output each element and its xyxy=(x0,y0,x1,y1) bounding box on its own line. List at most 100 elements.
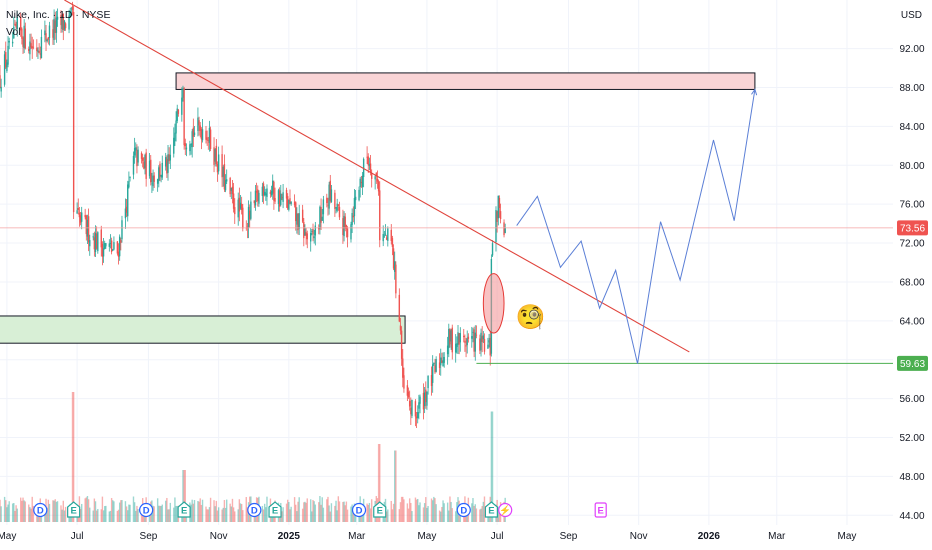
drawing-zones[interactable] xyxy=(0,72,756,344)
volume-bar xyxy=(207,509,209,522)
candle xyxy=(354,190,357,209)
candle-body xyxy=(338,206,341,218)
split-marker[interactable]: ⚡ xyxy=(498,502,513,518)
candle xyxy=(100,225,102,257)
dividend-marker[interactable]: D xyxy=(247,502,262,518)
candle xyxy=(234,198,236,224)
support-price-badge[interactable]: 59.63 xyxy=(897,355,928,371)
earnings-marker[interactable]: E xyxy=(373,501,387,518)
dividend-marker[interactable]: D xyxy=(33,502,48,518)
candle-body xyxy=(346,228,349,238)
volume-bar xyxy=(441,506,443,522)
candle xyxy=(23,19,25,54)
candle-body xyxy=(446,345,449,355)
candle xyxy=(337,203,340,211)
candle xyxy=(249,204,251,228)
candle xyxy=(343,211,345,242)
candle xyxy=(46,38,48,43)
candle-body xyxy=(475,334,478,336)
volume-bar xyxy=(402,496,404,522)
candle-body xyxy=(101,243,104,257)
drawing-lines[interactable]: 🧐 xyxy=(0,0,893,364)
candle xyxy=(446,336,449,365)
event-markers[interactable]: D E D E D E D E D E ⚡ E xyxy=(33,501,607,518)
candle xyxy=(458,332,460,355)
dividend-marker-circle xyxy=(351,502,367,518)
candle xyxy=(342,209,344,244)
symbol-title[interactable]: Nike, Inc. · 1D · NYSE xyxy=(6,9,111,21)
descending-trendline[interactable] xyxy=(64,0,690,353)
candle xyxy=(449,328,451,348)
candle xyxy=(304,224,306,236)
candle xyxy=(148,152,151,179)
volume-bar xyxy=(481,506,483,522)
candle xyxy=(457,325,459,355)
candle-body xyxy=(151,183,153,185)
volume-bar xyxy=(443,503,445,522)
candle xyxy=(15,21,17,30)
time-axis[interactable]: May Jul Sep Nov 2025 Mar May Jul Sep Nov 2026 Mar Ma… xyxy=(0,531,856,542)
emoji-marker[interactable]: 🧐 xyxy=(516,304,546,331)
candle xyxy=(124,198,127,229)
candle-body xyxy=(217,154,220,172)
volume-bar xyxy=(222,507,224,522)
candle-body xyxy=(250,201,252,219)
candle xyxy=(136,144,138,174)
candle-body xyxy=(191,131,193,148)
highlight-ellipse[interactable] xyxy=(482,273,505,334)
candle xyxy=(242,203,244,232)
volume-bar xyxy=(387,509,389,522)
candle xyxy=(44,20,46,43)
dividend-marker[interactable]: D xyxy=(351,502,367,518)
earnings-marker[interactable]: E xyxy=(177,501,191,518)
candle-body xyxy=(199,125,201,131)
dividend-marker[interactable]: D xyxy=(456,502,471,518)
candle-body xyxy=(5,52,7,68)
upcoming-earnings-marker[interactable]: E xyxy=(594,502,607,518)
candle xyxy=(504,223,506,234)
volume-bar xyxy=(29,507,31,522)
candle-body xyxy=(160,174,162,177)
candle xyxy=(28,46,30,54)
candle xyxy=(143,157,145,170)
earnings-marker-shape xyxy=(177,501,191,518)
candle-body xyxy=(226,179,228,182)
demand-zone[interactable] xyxy=(0,315,406,344)
candle-body xyxy=(280,193,282,205)
current-price-badge[interactable]: 73.56 xyxy=(897,220,928,236)
volume-label: Vol xyxy=(6,26,21,38)
candle-body xyxy=(289,198,291,204)
candle xyxy=(334,189,336,217)
currency-label[interactable]: USD xyxy=(900,10,922,21)
volume-bar xyxy=(32,505,35,522)
earnings-marker-shape xyxy=(67,501,81,518)
candle xyxy=(282,184,284,209)
candle-body xyxy=(128,181,130,188)
candle-body xyxy=(133,147,136,156)
x-tick-label: Sep xyxy=(560,531,578,542)
candle-body xyxy=(258,192,260,204)
candle xyxy=(156,178,159,192)
candle xyxy=(455,334,457,363)
candle xyxy=(367,153,369,173)
candle xyxy=(24,22,27,50)
candle-body xyxy=(326,197,328,204)
dividend-marker[interactable]: D xyxy=(139,502,154,518)
price-axis[interactable]: 44.0048.0052.0056.0060.0064.0068.0072.00… xyxy=(897,44,928,522)
candle xyxy=(145,148,147,187)
candle-body xyxy=(174,132,176,142)
earnings-marker[interactable]: E xyxy=(268,501,282,518)
volume-bar xyxy=(166,497,168,522)
candle-body xyxy=(399,325,402,331)
earnings-marker[interactable]: E xyxy=(67,501,81,518)
volume-bar xyxy=(431,500,434,522)
volume-bar xyxy=(336,510,338,522)
resistance-zone[interactable] xyxy=(175,72,756,90)
earnings-marker[interactable]: E xyxy=(484,501,498,518)
candle-body xyxy=(132,155,135,175)
candle-body xyxy=(102,248,105,257)
projection-path[interactable] xyxy=(516,89,756,364)
candle-body xyxy=(3,54,6,85)
candle-body xyxy=(24,28,27,49)
